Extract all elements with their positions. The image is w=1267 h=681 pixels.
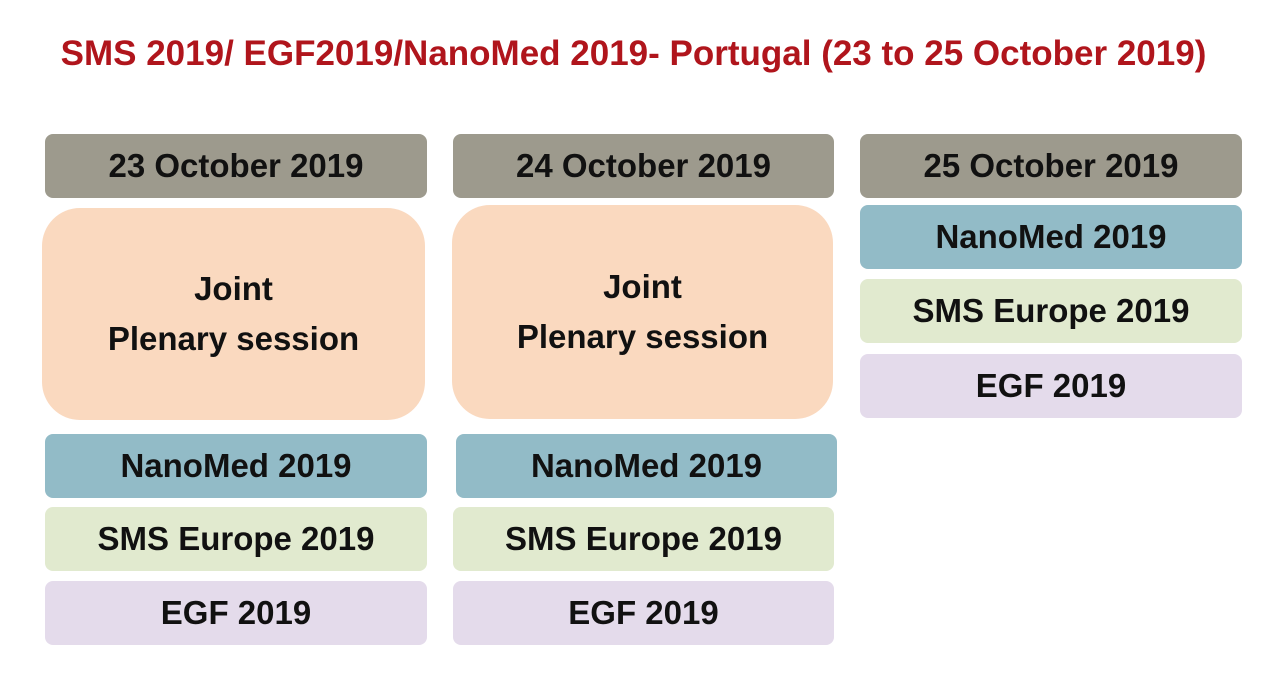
page-title: SMS 2019/ EGF2019/NanoMed 2019- Portugal… [60,34,1207,73]
day-1-egf-session: EGF 2019 [45,581,427,645]
day-3-date-header: 25 October 2019 [860,134,1242,198]
day-3-nanomed-session: NanoMed 2019 [860,205,1242,269]
day-1-joint-plenary-session: Joint Plenary session [42,208,425,420]
day-1-date-header: 23 October 2019 [45,134,427,198]
day-3-egf-session: EGF 2019 [860,354,1242,418]
day-2-plenary-line-2: Plenary session [516,318,769,355]
day-1-nanomed-session: NanoMed 2019 [45,434,427,498]
day-2-date-header: 24 October 2019 [453,134,834,198]
day-2-egf-session: EGF 2019 [453,581,834,645]
day-2-nanomed-session: NanoMed 2019 [456,434,837,498]
day-1-plenary-line-2: Plenary session [107,320,360,357]
day-2-plenary-line-1: Joint [603,268,682,305]
day-1-sms-europe-session: SMS Europe 2019 [45,507,427,571]
day-3-sms-europe-session: SMS Europe 2019 [860,279,1242,343]
day-2-sms-europe-session: SMS Europe 2019 [453,507,834,571]
day-2-joint-plenary-session: Joint Plenary session [452,205,833,419]
day-1-plenary-line-1: Joint [194,270,273,307]
